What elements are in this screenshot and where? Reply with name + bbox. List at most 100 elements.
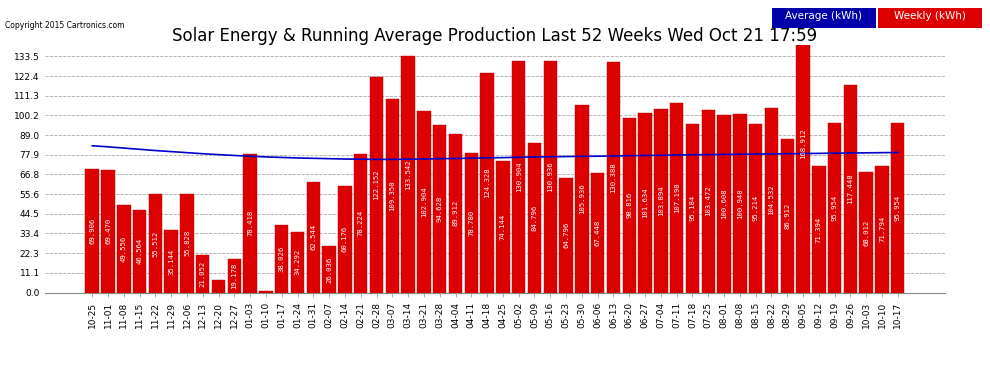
- Text: 62.544: 62.544: [310, 224, 317, 251]
- Text: 95.184: 95.184: [689, 195, 695, 222]
- Text: 94.628: 94.628: [437, 196, 443, 222]
- Text: 60.176: 60.176: [342, 226, 347, 252]
- Bar: [591, 173, 604, 292]
- Bar: [607, 62, 620, 292]
- Text: 103.894: 103.894: [657, 185, 664, 216]
- Bar: [496, 161, 510, 292]
- Text: 133.542: 133.542: [405, 159, 411, 190]
- Text: 130.936: 130.936: [547, 162, 553, 192]
- Text: 95.214: 95.214: [752, 195, 758, 222]
- Bar: [433, 125, 446, 292]
- Bar: [291, 232, 304, 292]
- Text: 71.794: 71.794: [879, 216, 885, 242]
- Text: 124.328: 124.328: [484, 167, 490, 198]
- Text: 74.144: 74.144: [500, 214, 506, 240]
- Bar: [307, 182, 320, 292]
- Text: 55.828: 55.828: [184, 230, 190, 256]
- Text: 86.912: 86.912: [784, 202, 790, 229]
- Text: 38.026: 38.026: [279, 246, 285, 272]
- Text: 105.936: 105.936: [579, 183, 585, 214]
- Text: Average (kWh): Average (kWh): [785, 11, 862, 21]
- Bar: [259, 291, 272, 292]
- Text: 98.816: 98.816: [627, 192, 633, 218]
- Text: 101.634: 101.634: [643, 188, 648, 218]
- Bar: [228, 259, 242, 292]
- Text: 78.224: 78.224: [357, 210, 363, 237]
- Text: 100.608: 100.608: [721, 188, 727, 219]
- Bar: [559, 178, 573, 292]
- Bar: [875, 166, 889, 292]
- Bar: [796, 0, 810, 292]
- Bar: [891, 123, 905, 292]
- Bar: [734, 114, 746, 292]
- Bar: [164, 230, 178, 292]
- Text: 130.388: 130.388: [611, 162, 617, 192]
- Text: 107.190: 107.190: [673, 183, 680, 213]
- Bar: [843, 85, 857, 292]
- Text: 34.292: 34.292: [295, 249, 301, 275]
- Text: Weekly (kWh): Weekly (kWh): [894, 11, 965, 21]
- Bar: [275, 225, 288, 292]
- Bar: [148, 194, 162, 292]
- Text: 102.904: 102.904: [421, 186, 427, 217]
- Text: 55.512: 55.512: [152, 230, 158, 256]
- Text: 168.912: 168.912: [800, 128, 806, 159]
- Bar: [702, 110, 715, 292]
- Text: 69.470: 69.470: [105, 218, 111, 244]
- Bar: [670, 103, 683, 292]
- Bar: [370, 76, 383, 292]
- Bar: [623, 118, 636, 292]
- Text: 89.912: 89.912: [452, 200, 458, 226]
- Text: 46.564: 46.564: [137, 238, 143, 264]
- Bar: [354, 154, 367, 292]
- Bar: [718, 115, 731, 292]
- Text: 64.796: 64.796: [563, 222, 569, 248]
- Text: 78.780: 78.780: [468, 210, 474, 236]
- Text: Copyright 2015 Cartronics.com: Copyright 2015 Cartronics.com: [5, 21, 125, 30]
- Text: 122.152: 122.152: [373, 169, 379, 200]
- Bar: [748, 124, 762, 292]
- Bar: [464, 153, 478, 292]
- Text: 117.448: 117.448: [847, 173, 853, 204]
- Text: 21.052: 21.052: [200, 261, 206, 287]
- Text: 49.556: 49.556: [121, 236, 127, 262]
- Text: 35.144: 35.144: [168, 248, 174, 274]
- Text: 69.906: 69.906: [89, 217, 95, 244]
- Bar: [812, 166, 826, 292]
- Bar: [639, 113, 651, 292]
- Title: Solar Energy & Running Average Production Last 52 Weeks Wed Oct 21 17:59: Solar Energy & Running Average Productio…: [172, 27, 818, 45]
- Text: 130.904: 130.904: [516, 162, 522, 192]
- Text: 68.012: 68.012: [863, 219, 869, 246]
- Bar: [528, 142, 542, 292]
- Bar: [780, 139, 794, 292]
- Bar: [180, 194, 194, 292]
- Bar: [339, 186, 351, 292]
- Bar: [117, 205, 131, 292]
- Bar: [386, 99, 399, 292]
- Bar: [244, 154, 256, 292]
- Bar: [480, 73, 494, 292]
- Text: 100.940: 100.940: [737, 188, 742, 219]
- Bar: [133, 210, 147, 292]
- Text: 78.418: 78.418: [248, 210, 253, 236]
- Bar: [323, 246, 336, 292]
- Bar: [101, 170, 115, 292]
- Text: 109.350: 109.350: [389, 180, 395, 211]
- Bar: [686, 124, 699, 292]
- Bar: [828, 123, 842, 292]
- Bar: [401, 56, 415, 292]
- Bar: [85, 169, 99, 292]
- Bar: [575, 105, 589, 292]
- Text: 84.796: 84.796: [532, 204, 538, 231]
- Bar: [859, 172, 873, 292]
- Bar: [764, 108, 778, 292]
- Text: 104.532: 104.532: [768, 185, 774, 215]
- Bar: [448, 134, 462, 292]
- Text: 67.448: 67.448: [595, 220, 601, 246]
- Text: 103.472: 103.472: [705, 186, 711, 216]
- Bar: [196, 255, 210, 292]
- Bar: [512, 61, 526, 292]
- Bar: [212, 280, 226, 292]
- Text: 71.394: 71.394: [816, 216, 822, 243]
- Text: 19.178: 19.178: [232, 262, 238, 289]
